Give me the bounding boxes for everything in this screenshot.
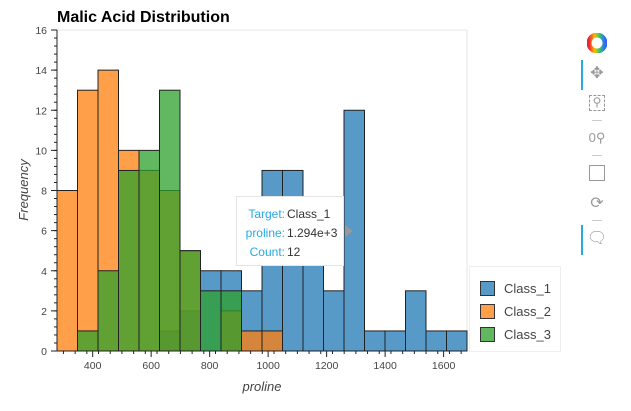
y-tick-label: 16 xyxy=(35,25,47,37)
x-axis-label: proline xyxy=(241,379,281,394)
x-tick-label: 600 xyxy=(142,360,160,372)
bar-class-2[interactable] xyxy=(241,330,263,352)
bar-class-3[interactable] xyxy=(179,250,201,352)
x-tick-label: 1400 xyxy=(373,360,397,372)
bar-class-1[interactable] xyxy=(323,290,345,352)
y-tick-label: 6 xyxy=(41,226,47,238)
y-tick-label: 10 xyxy=(35,145,47,157)
legend-item-class-2[interactable]: Class_2 xyxy=(470,300,560,323)
y-axis-label: Frequency xyxy=(16,158,31,221)
legend-swatch xyxy=(480,304,495,319)
tooltip-target-label: Target: xyxy=(248,207,285,221)
legend-swatch xyxy=(480,281,495,296)
x-tick-label: 1600 xyxy=(432,360,456,372)
y-tick-label: 14 xyxy=(35,65,47,77)
legend-label: Class_2 xyxy=(504,304,551,319)
bar-class-2[interactable] xyxy=(77,89,99,352)
bar-class-3[interactable] xyxy=(97,270,119,352)
bar-class-1[interactable] xyxy=(446,330,468,352)
toolbar: ✥ ⚲ 0⚲ ⟳ 🗨 xyxy=(581,28,613,255)
bar-class-1[interactable] xyxy=(405,290,427,352)
y-tick-label: 4 xyxy=(41,266,47,278)
bar-class-3[interactable] xyxy=(200,290,222,352)
legend: Class_1 Class_2 Class_3 xyxy=(469,266,561,352)
box-zoom-tool-icon[interactable]: ⚲ xyxy=(581,88,613,118)
bar-class-3[interactable] xyxy=(118,169,140,352)
bar-class-1[interactable] xyxy=(364,330,386,352)
tooltip-target-value: Class_1 xyxy=(287,207,331,221)
legend-item-class-1[interactable]: Class_1 xyxy=(470,277,560,300)
x-tick-label: 1000 xyxy=(256,360,280,372)
tooltip-proline-value: 1.294e+3 xyxy=(287,226,338,240)
save-tool-icon[interactable] xyxy=(581,158,613,188)
bar-class-3[interactable] xyxy=(220,290,242,352)
y-tick-label: 12 xyxy=(35,105,47,117)
y-tick-label: 0 xyxy=(41,346,47,358)
x-tick-label: 1200 xyxy=(315,360,339,372)
legend-item-class-3[interactable]: Class_3 xyxy=(470,323,560,346)
bar-class-3[interactable] xyxy=(138,149,160,352)
bar-class-3[interactable] xyxy=(77,330,99,352)
legend-label: Class_3 xyxy=(504,327,551,342)
bar-class-2[interactable] xyxy=(56,190,78,352)
legend-label: Class_1 xyxy=(504,281,551,296)
pan-tool-icon[interactable]: ✥ xyxy=(581,58,613,90)
bar-class-1[interactable] xyxy=(425,330,447,352)
tooltip-count-value: 12 xyxy=(287,245,301,259)
legend-swatch xyxy=(480,327,495,342)
hover-tool-icon[interactable]: 🗨 xyxy=(581,223,613,255)
wheel-zoom-tool-icon[interactable]: 0⚲ xyxy=(588,130,606,145)
x-tick-label: 400 xyxy=(84,360,102,372)
x-tick-label: 800 xyxy=(201,360,219,372)
y-tick-label: 2 xyxy=(41,306,47,318)
reset-tool-icon[interactable]: ⟳ xyxy=(590,195,604,212)
bokeh-logo-icon[interactable] xyxy=(581,28,613,58)
chart-title: Malic Acid Distribution xyxy=(57,9,230,26)
bar-class-3[interactable] xyxy=(159,89,181,352)
hover-tooltip: Target: Class_1 proline: 1.294e+3 Count: 12 xyxy=(236,196,344,266)
bar-class-2[interactable] xyxy=(261,330,283,352)
tooltip-count-label: Count: xyxy=(249,245,285,259)
y-tick-label: 8 xyxy=(41,186,47,198)
tooltip-proline-label: proline: xyxy=(245,226,285,240)
tooltip-arrow xyxy=(345,225,353,237)
bar-class-1[interactable] xyxy=(384,330,406,352)
